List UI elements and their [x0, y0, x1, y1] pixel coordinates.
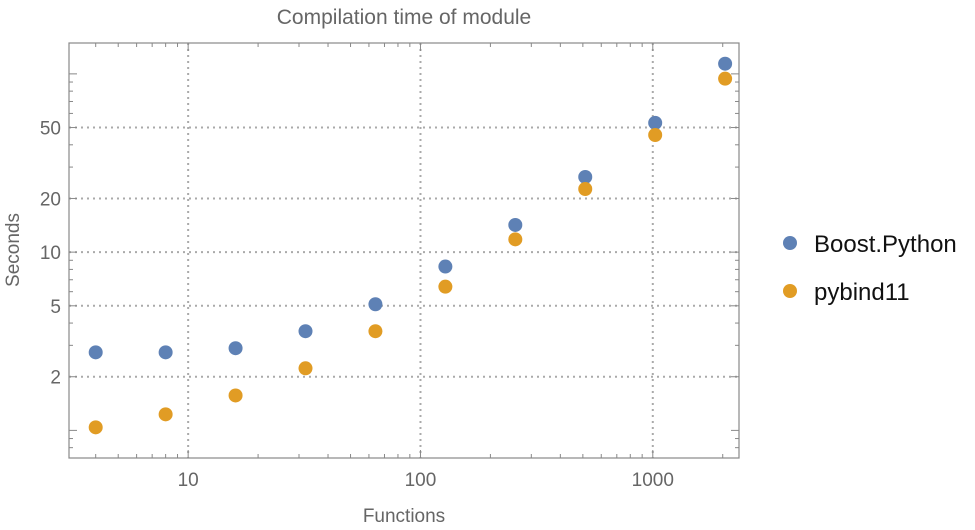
chart-title: Compilation time of module	[277, 6, 531, 29]
data-point-pybind11	[578, 182, 593, 197]
x-tick-label: 1000	[632, 470, 674, 491]
y-tick-label: 2	[50, 368, 61, 389]
plot-frame	[68, 42, 740, 459]
data-point-boost-python	[578, 169, 593, 184]
x-tick-label: 100	[405, 470, 437, 491]
data-point-pybind11	[368, 324, 383, 339]
data-point-pybind11	[228, 388, 243, 403]
y-tick-label: 10	[40, 243, 61, 264]
legend-label: pybind11	[814, 279, 910, 306]
data-point-pybind11	[438, 279, 453, 294]
data-point-boost-python	[158, 345, 173, 360]
legend-marker	[783, 236, 797, 250]
data-point-boost-python	[438, 259, 453, 274]
data-point-boost-python	[368, 297, 383, 312]
data-point-pybind11	[88, 420, 103, 435]
data-point-boost-python	[718, 56, 733, 71]
data-point-pybind11	[508, 232, 523, 247]
data-point-boost-python	[88, 345, 103, 360]
y-tick-label: 20	[40, 189, 61, 210]
legend-marker	[783, 284, 797, 298]
legend-label: Boost.Python	[814, 231, 957, 258]
y-tick-label: 50	[40, 119, 61, 140]
grid	[69, 43, 739, 458]
axis-ticks: 10 100 1000 2 5 10 20 50	[40, 43, 739, 491]
data-point-boost-python	[508, 217, 523, 232]
data-point-pybind11	[298, 361, 313, 376]
data-point-pybind11	[648, 128, 663, 143]
legend: Boost.Python pybind11	[783, 231, 957, 306]
x-tick-label: 10	[178, 470, 199, 491]
data-point-pybind11	[158, 407, 173, 422]
data-point-boost-python	[648, 115, 663, 130]
y-axis-label: Seconds	[3, 213, 24, 287]
data-point-pybind11	[718, 71, 733, 86]
y-tick-label: 5	[50, 297, 61, 318]
data-point-boost-python	[298, 324, 313, 339]
data-point-boost-python	[228, 341, 243, 356]
x-axis-label: Functions	[363, 506, 445, 525]
data-points	[88, 56, 733, 435]
